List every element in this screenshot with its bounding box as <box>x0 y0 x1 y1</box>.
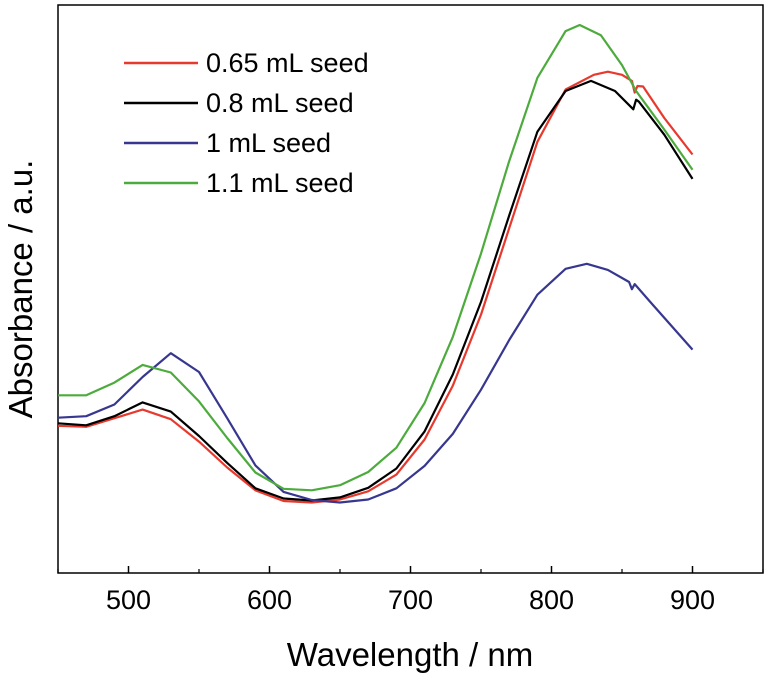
x-axis-label: Wavelength / nm <box>287 636 533 673</box>
x-tick-label-500: 500 <box>106 585 151 615</box>
series-line-1 <box>57 70 694 504</box>
legend-label-1: 0.65 mL seed <box>206 48 369 78</box>
series-layer <box>57 23 694 504</box>
x-tick-label-800: 800 <box>529 585 574 615</box>
series-line-3 <box>57 262 694 504</box>
x-tick-label-900: 900 <box>670 585 715 615</box>
x-tick-label-600: 600 <box>247 585 292 615</box>
plot-frame <box>57 4 764 574</box>
legend-label-4: 1.1 mL seed <box>206 168 354 198</box>
series-line-2 <box>57 79 694 502</box>
x-axis-ticks: 500 600 700 800 900 <box>57 566 764 615</box>
legend-label-2: 0.8 mL seed <box>206 88 354 118</box>
series-line-4 <box>58 23 694 492</box>
y-axis-label: Absorbance / a.u. <box>2 160 39 419</box>
legend: 0.65 mL seed 0.8 mL seed 1 mL seed 1.1 mL s… <box>124 48 369 198</box>
x-tick-label-700: 700 <box>388 585 433 615</box>
legend-label-3: 1 mL seed <box>206 128 331 158</box>
